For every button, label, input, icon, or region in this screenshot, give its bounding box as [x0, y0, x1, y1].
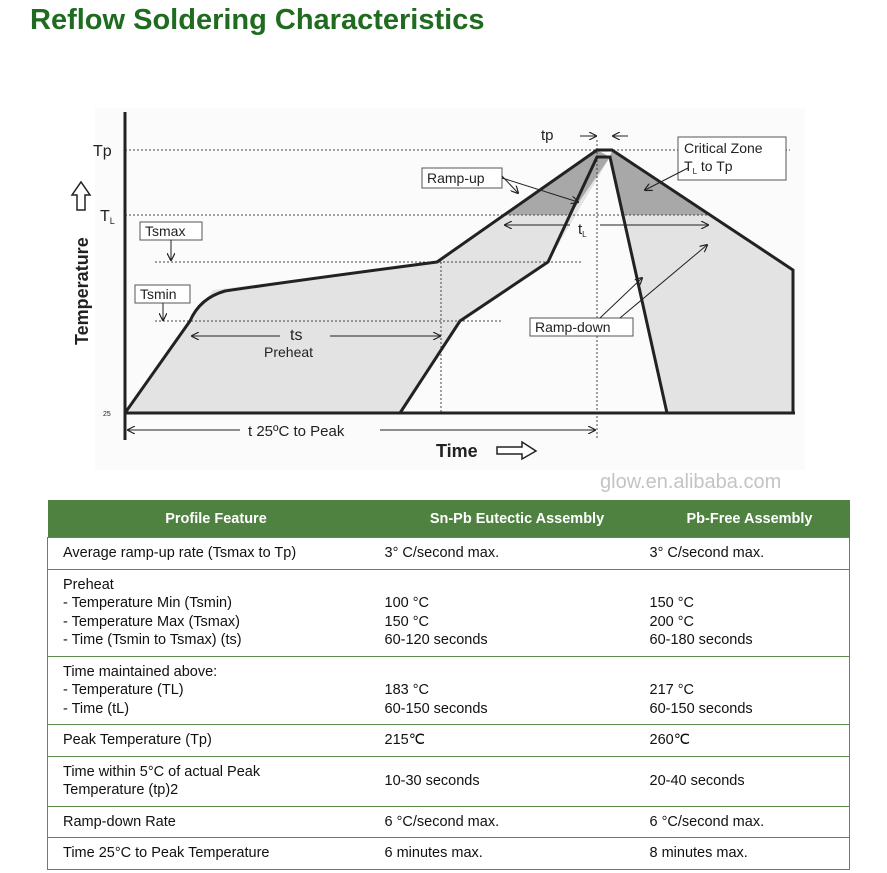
feature-cell: Average ramp-up rate (Tsmax to Tp) [47, 537, 385, 570]
pbfree-cell: 217 °C 60-150 seconds [649, 655, 850, 725]
table-row: Time within 5°C of actual Peak Temperatur… [47, 755, 850, 807]
cell-line: 20-40 seconds [649, 772, 745, 789]
cell-line: - Time (Tsmin to Tsmax) (ts) [63, 632, 242, 648]
cell-line: 60-120 seconds [384, 632, 488, 648]
feature-cell: Preheat - Temperature Min (Tsmin) - Temper… [47, 568, 385, 657]
preheat-label: Preheat [264, 344, 313, 360]
cell-line: 60-180 seconds [649, 632, 753, 648]
cell-line: Time maintained above: [63, 663, 218, 680]
tp-duration-label: tp [541, 127, 554, 144]
cell-line: 183 °C [384, 682, 430, 698]
cell-line: Temperature (tp)2 [63, 782, 179, 798]
cell-line: Preheat [63, 576, 114, 593]
cell-line: - Temperature (TL) [63, 682, 184, 698]
snpb-cell: 215℃ [384, 724, 650, 757]
cell-line: 60-150 seconds [384, 700, 488, 717]
cell-line: Time within 5°C of actual Peak [63, 763, 261, 780]
reflow-profile-diagram: Tp TL 25 Temperature Tsmax Tsmin ts Preh… [70, 112, 795, 493]
feature-cell: Peak Temperature (Tp) [47, 724, 385, 757]
cell-line: 150 °C [384, 613, 430, 630]
snpb-cell: 183 °C 60-150 seconds [384, 655, 650, 725]
cell-line: 3° C/second max. [649, 545, 765, 561]
critical-zone-left [504, 150, 610, 215]
cell-line: Peak Temperature (Tp) [63, 732, 212, 748]
cell-line: - Temperature Min (Tsmin) [63, 595, 232, 611]
pbfree-cell: 3° C/second max. [649, 537, 850, 570]
reflow-spec-table: Profile Feature Sn-Pb Eutectic Assembly … [47, 500, 850, 870]
feature-cell: Ramp-down Rate [47, 805, 385, 838]
cell-line [650, 576, 850, 595]
y-axis-label: Temperature [72, 237, 92, 345]
tp-level-label: Tp [93, 143, 112, 160]
cell-line: 6 °C/second max. [384, 813, 500, 830]
tl-duration-label: tL [578, 221, 587, 239]
table-row: Time 25°C to Peak Temperature 6 minutes m… [47, 837, 850, 870]
cell-line [650, 663, 850, 682]
x-axis-label: Time [436, 441, 478, 461]
table-row: Peak Temperature (Tp) 215℃ 260℃ [47, 724, 850, 757]
table-row: Preheat - Temperature Min (Tsmin) - Temper… [47, 568, 850, 657]
inner-profile-curve [398, 155, 669, 414]
cell-line: 8 minutes max. [649, 845, 748, 861]
cell-line: 6 °C/second max. [649, 813, 765, 830]
tsmax-label: Tsmax [145, 223, 185, 239]
cell-line: Ramp-down Rate [63, 813, 176, 830]
page-title: Reflow Soldering Characteristics [30, 4, 485, 36]
cell-line: 260℃ [649, 732, 690, 748]
pbfree-cell: 260℃ [649, 724, 850, 757]
cell-line: Time 25°C to Peak Temperature [63, 845, 270, 861]
pbfree-cell: 20-40 seconds [649, 755, 850, 807]
watermark: glow.en.alibaba.com [600, 471, 781, 493]
ts-label: ts [290, 327, 302, 344]
cell-line: - Time (tL) [63, 700, 130, 717]
preheat-fill [125, 150, 610, 413]
outer-profile-curve [123, 148, 795, 414]
table-row: Average ramp-up rate (Tsmax to Tp) 3° C/s… [47, 537, 850, 570]
cell-line: 100 °C [384, 595, 430, 611]
pbfree-cell: 8 minutes max. [649, 837, 850, 870]
table-row: Ramp-down Rate 6 °C/second max. 6 °C/secon… [47, 805, 850, 838]
feature-cell: Time within 5°C of actual Peak Temperatur… [47, 755, 385, 807]
critical-zone-range: TL to Tp [684, 158, 733, 176]
cell-line: Average ramp-up rate (Tsmax to Tp) [63, 545, 297, 561]
critical-zone-label: Critical Zone [684, 140, 763, 156]
header-pbfree: Pb-Free Assembly [649, 500, 850, 538]
header-profile-feature: Profile Feature [47, 500, 385, 538]
cell-line: 200 °C [649, 613, 695, 630]
header-snpb: Sn-Pb Eutectic Assembly [384, 500, 650, 538]
cell-line: 10-30 seconds [384, 772, 480, 789]
cell-line: - Temperature Max (Tsmax) [63, 613, 240, 630]
base-temp-label: 25 [103, 411, 111, 418]
ramp-down-label: Ramp-down [535, 319, 610, 335]
cell-line: 6 minutes max. [384, 845, 483, 861]
cell-line [385, 576, 650, 595]
snpb-cell: 100 °C 150 °C 60-120 seconds [384, 568, 650, 657]
time-to-peak-label: t 25ºC to Peak [248, 423, 345, 440]
tl-level-label: TL [100, 208, 115, 226]
up-arrow-icon [70, 180, 92, 211]
cell-line [385, 663, 650, 682]
table-header-row: Profile Feature Sn-Pb Eutectic Assembly … [47, 500, 850, 538]
cell-line: 60-150 seconds [649, 700, 753, 717]
feature-cell: Time maintained above: - Temperature (TL)… [47, 655, 385, 725]
snpb-cell: 3° C/second max. [384, 537, 650, 570]
feature-cell: Time 25°C to Peak Temperature [47, 837, 385, 870]
right-arrow-icon [496, 440, 538, 461]
table-row: Time maintained above: - Temperature (TL)… [47, 655, 850, 725]
tsmin-label: Tsmin [140, 286, 177, 302]
snpb-cell: 6 °C/second max. [384, 805, 650, 838]
ramp-up-label: Ramp-up [427, 170, 485, 186]
cell-line: 3° C/second max. [384, 545, 500, 561]
cell-line: 150 °C [649, 595, 695, 611]
pbfree-cell: 6 °C/second max. [649, 805, 850, 838]
cell-line: 217 °C [649, 682, 695, 698]
ramp-down-fill [610, 150, 793, 413]
cell-line: 215℃ [384, 732, 425, 748]
snpb-cell: 10-30 seconds [384, 755, 650, 807]
pbfree-cell: 150 °C 200 °C 60-180 seconds [649, 568, 850, 657]
snpb-cell: 6 minutes max. [384, 837, 650, 870]
